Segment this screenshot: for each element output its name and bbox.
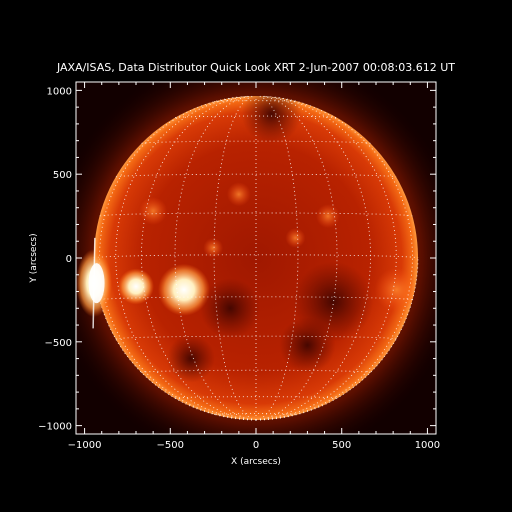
y-tick-label: 500 xyxy=(53,170,72,181)
grid-line xyxy=(115,173,397,178)
image-title: JAXA/ISAS, Data Distributor Quick Look X… xyxy=(56,61,455,74)
grid-line xyxy=(115,335,397,340)
x-tick-label: −1000 xyxy=(68,440,102,451)
grid-line xyxy=(99,212,413,217)
bright-patch xyxy=(139,197,168,226)
heliographic-grid xyxy=(93,95,419,421)
grid-line xyxy=(174,95,257,421)
grid-line xyxy=(255,257,419,421)
bright-patch xyxy=(118,268,154,305)
sun-image xyxy=(76,82,436,434)
y-tick-label: −500 xyxy=(45,338,72,349)
coronal-hole xyxy=(166,334,215,383)
coronal-hole xyxy=(200,278,261,339)
limb-active-region xyxy=(76,237,112,329)
limb-streak xyxy=(92,237,96,329)
limb-flare-core xyxy=(88,263,105,304)
y-axis-label: Y (arcsecs) xyxy=(29,233,39,283)
bright-patch xyxy=(374,267,418,312)
grid-line xyxy=(175,115,337,119)
grid-line xyxy=(255,95,338,421)
x-axis-label: X (arcsecs) xyxy=(231,457,281,467)
y-tick-label: −1000 xyxy=(38,422,72,433)
x-tick-label: 0 xyxy=(253,440,259,451)
bright-patch xyxy=(203,237,224,258)
x-tick-label: −500 xyxy=(157,440,184,451)
grid-line xyxy=(213,95,257,421)
x-tick-label: 1000 xyxy=(415,440,440,451)
axis-ticks xyxy=(76,82,436,434)
axis-tick-labels: −1000 −500 0 500 1000 1000 500 0 −500 −1000 xyxy=(38,86,440,451)
bright-patch xyxy=(226,182,251,207)
coronal-hole xyxy=(279,317,336,374)
y-tick-label: 0 xyxy=(66,254,72,265)
grid-line xyxy=(255,95,299,421)
bright-patch xyxy=(316,204,340,229)
bright-patch xyxy=(158,263,210,316)
grid-line xyxy=(255,96,413,421)
y-tick-label: 1000 xyxy=(47,86,72,97)
disk-features xyxy=(118,96,418,383)
grid-line xyxy=(99,96,257,421)
x-tick-label: 500 xyxy=(332,440,351,451)
bright-patch xyxy=(285,227,306,248)
